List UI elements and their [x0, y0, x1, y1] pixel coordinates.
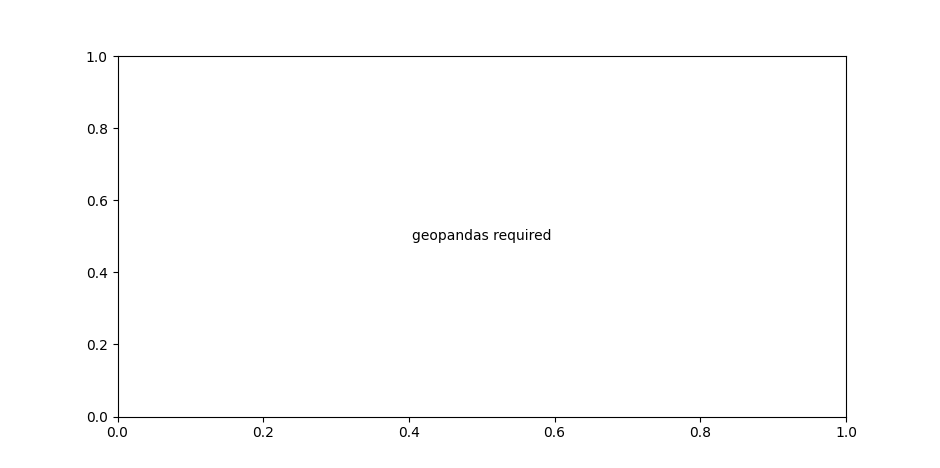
- Text: geopandas required: geopandas required: [412, 229, 552, 243]
